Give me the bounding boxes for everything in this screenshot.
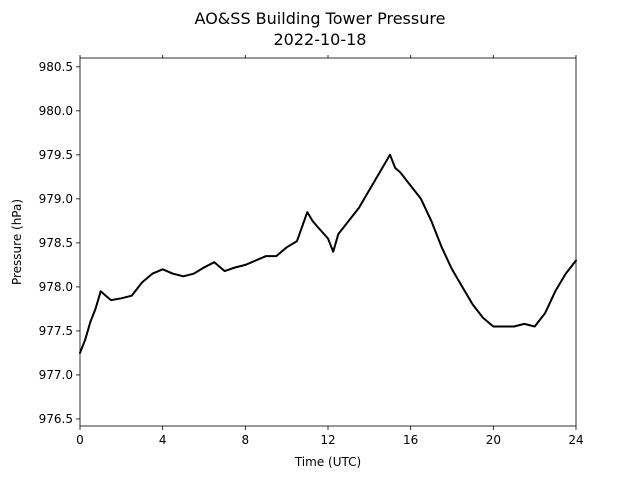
- x-tick-label: 4: [159, 433, 167, 447]
- y-tick-label: 978.0: [39, 280, 73, 294]
- pressure-series-line: [79, 153, 577, 354]
- x-tick-label: 16: [403, 433, 418, 447]
- y-tick-label: 980.5: [39, 60, 73, 74]
- y-tick-label: 977.0: [39, 368, 73, 382]
- x-tick-label: 24: [568, 433, 583, 447]
- x-tick-label: 20: [486, 433, 501, 447]
- x-tick-label: 8: [242, 433, 250, 447]
- x-axis: 0 4 8 12 16 20 24: [76, 55, 584, 447]
- y-tick-label: 980.0: [39, 104, 73, 118]
- chart-subtitle: 2022-10-18: [274, 30, 367, 49]
- y-tick-label: 977.5: [39, 324, 73, 338]
- x-tick-label: 0: [76, 433, 84, 447]
- y-axis: 976.5 977.0 977.5 978.0 978.5 979.0 979.5 980.0…: [39, 60, 80, 426]
- y-tick-label: 976.5: [39, 412, 73, 426]
- chart-title: AO&SS Building Tower Pressure: [195, 9, 446, 28]
- y-tick-label: 979.0: [39, 192, 73, 206]
- y-tick-label: 978.5: [39, 236, 73, 250]
- x-tick-label: 12: [320, 433, 335, 447]
- y-tick-label: 979.5: [39, 148, 73, 162]
- y-axis-label: Pressure (hPa): [10, 199, 24, 285]
- x-axis-label: Time (UTC): [294, 455, 361, 469]
